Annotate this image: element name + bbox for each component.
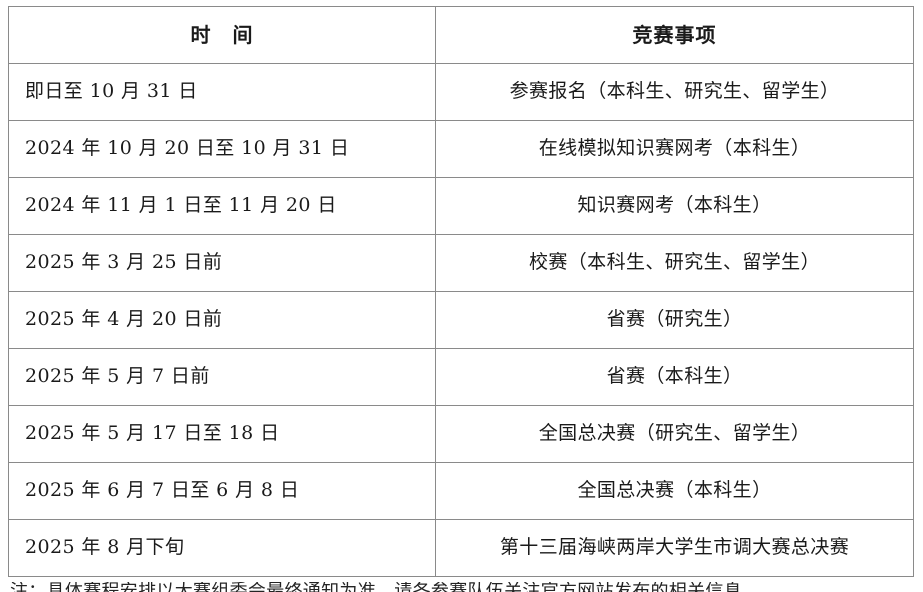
table-row: 2025 年 5 月 7 日前 省赛（本科生） [8, 348, 914, 406]
cell-time: 2025 年 8 月下旬 [8, 519, 436, 577]
cell-time: 2024 年 10 月 20 日至 10 月 31 日 [8, 120, 436, 178]
table-header: 时 间 竞赛事项 [8, 6, 914, 64]
competition-schedule-table: 时 间 竞赛事项 即日至 10 月 31 日 参赛报名（本科生、研究生、留学生）… [8, 6, 914, 577]
table-row: 2025 年 5 月 17 日至 18 日 全国总决赛（研究生、留学生） [8, 405, 914, 463]
cell-event: 省赛（研究生） [435, 291, 914, 349]
cell-time: 2025 年 6 月 7 日至 6 月 8 日 [8, 462, 436, 520]
cell-time: 即日至 10 月 31 日 [8, 63, 436, 121]
clipped-footnote-text: 注：具体赛程安排以大赛组委会最终通知为准，请各参赛队伍关注官方网站发布的相关信息… [10, 582, 913, 592]
cell-event: 全国总决赛（本科生） [435, 462, 914, 520]
table-body: 即日至 10 月 31 日 参赛报名（本科生、研究生、留学生） 2024 年 1… [8, 63, 914, 577]
cell-time: 2025 年 3 月 25 日前 [8, 234, 436, 292]
cell-event: 在线模拟知识赛网考（本科生） [435, 120, 914, 178]
table-row: 即日至 10 月 31 日 参赛报名（本科生、研究生、留学生） [8, 63, 914, 121]
table-row: 2025 年 6 月 7 日至 6 月 8 日 全国总决赛（本科生） [8, 462, 914, 520]
table-row: 2025 年 3 月 25 日前 校赛（本科生、研究生、留学生） [8, 234, 914, 292]
cell-time: 2024 年 11 月 1 日至 11 月 20 日 [8, 177, 436, 235]
column-header-time: 时 间 [8, 6, 436, 64]
cell-event: 校赛（本科生、研究生、留学生） [435, 234, 914, 292]
cell-event: 知识赛网考（本科生） [435, 177, 914, 235]
cell-time: 2025 年 4 月 20 日前 [8, 291, 436, 349]
cell-event: 参赛报名（本科生、研究生、留学生） [435, 63, 914, 121]
table-row: 2024 年 10 月 20 日至 10 月 31 日 在线模拟知识赛网考（本科… [8, 120, 914, 178]
cell-event: 省赛（本科生） [435, 348, 914, 406]
table-row: 2025 年 4 月 20 日前 省赛（研究生） [8, 291, 914, 349]
cell-event: 全国总决赛（研究生、留学生） [435, 405, 914, 463]
table-row: 2024 年 11 月 1 日至 11 月 20 日 知识赛网考（本科生） [8, 177, 914, 235]
table-header-row: 时 间 竞赛事项 [8, 6, 914, 64]
column-header-event: 竞赛事项 [435, 6, 914, 64]
cell-event: 第十三届海峡两岸大学生市调大赛总决赛 [435, 519, 914, 577]
cell-time: 2025 年 5 月 7 日前 [8, 348, 436, 406]
table-row: 2025 年 8 月下旬 第十三届海峡两岸大学生市调大赛总决赛 [8, 519, 914, 577]
cell-time: 2025 年 5 月 17 日至 18 日 [8, 405, 436, 463]
